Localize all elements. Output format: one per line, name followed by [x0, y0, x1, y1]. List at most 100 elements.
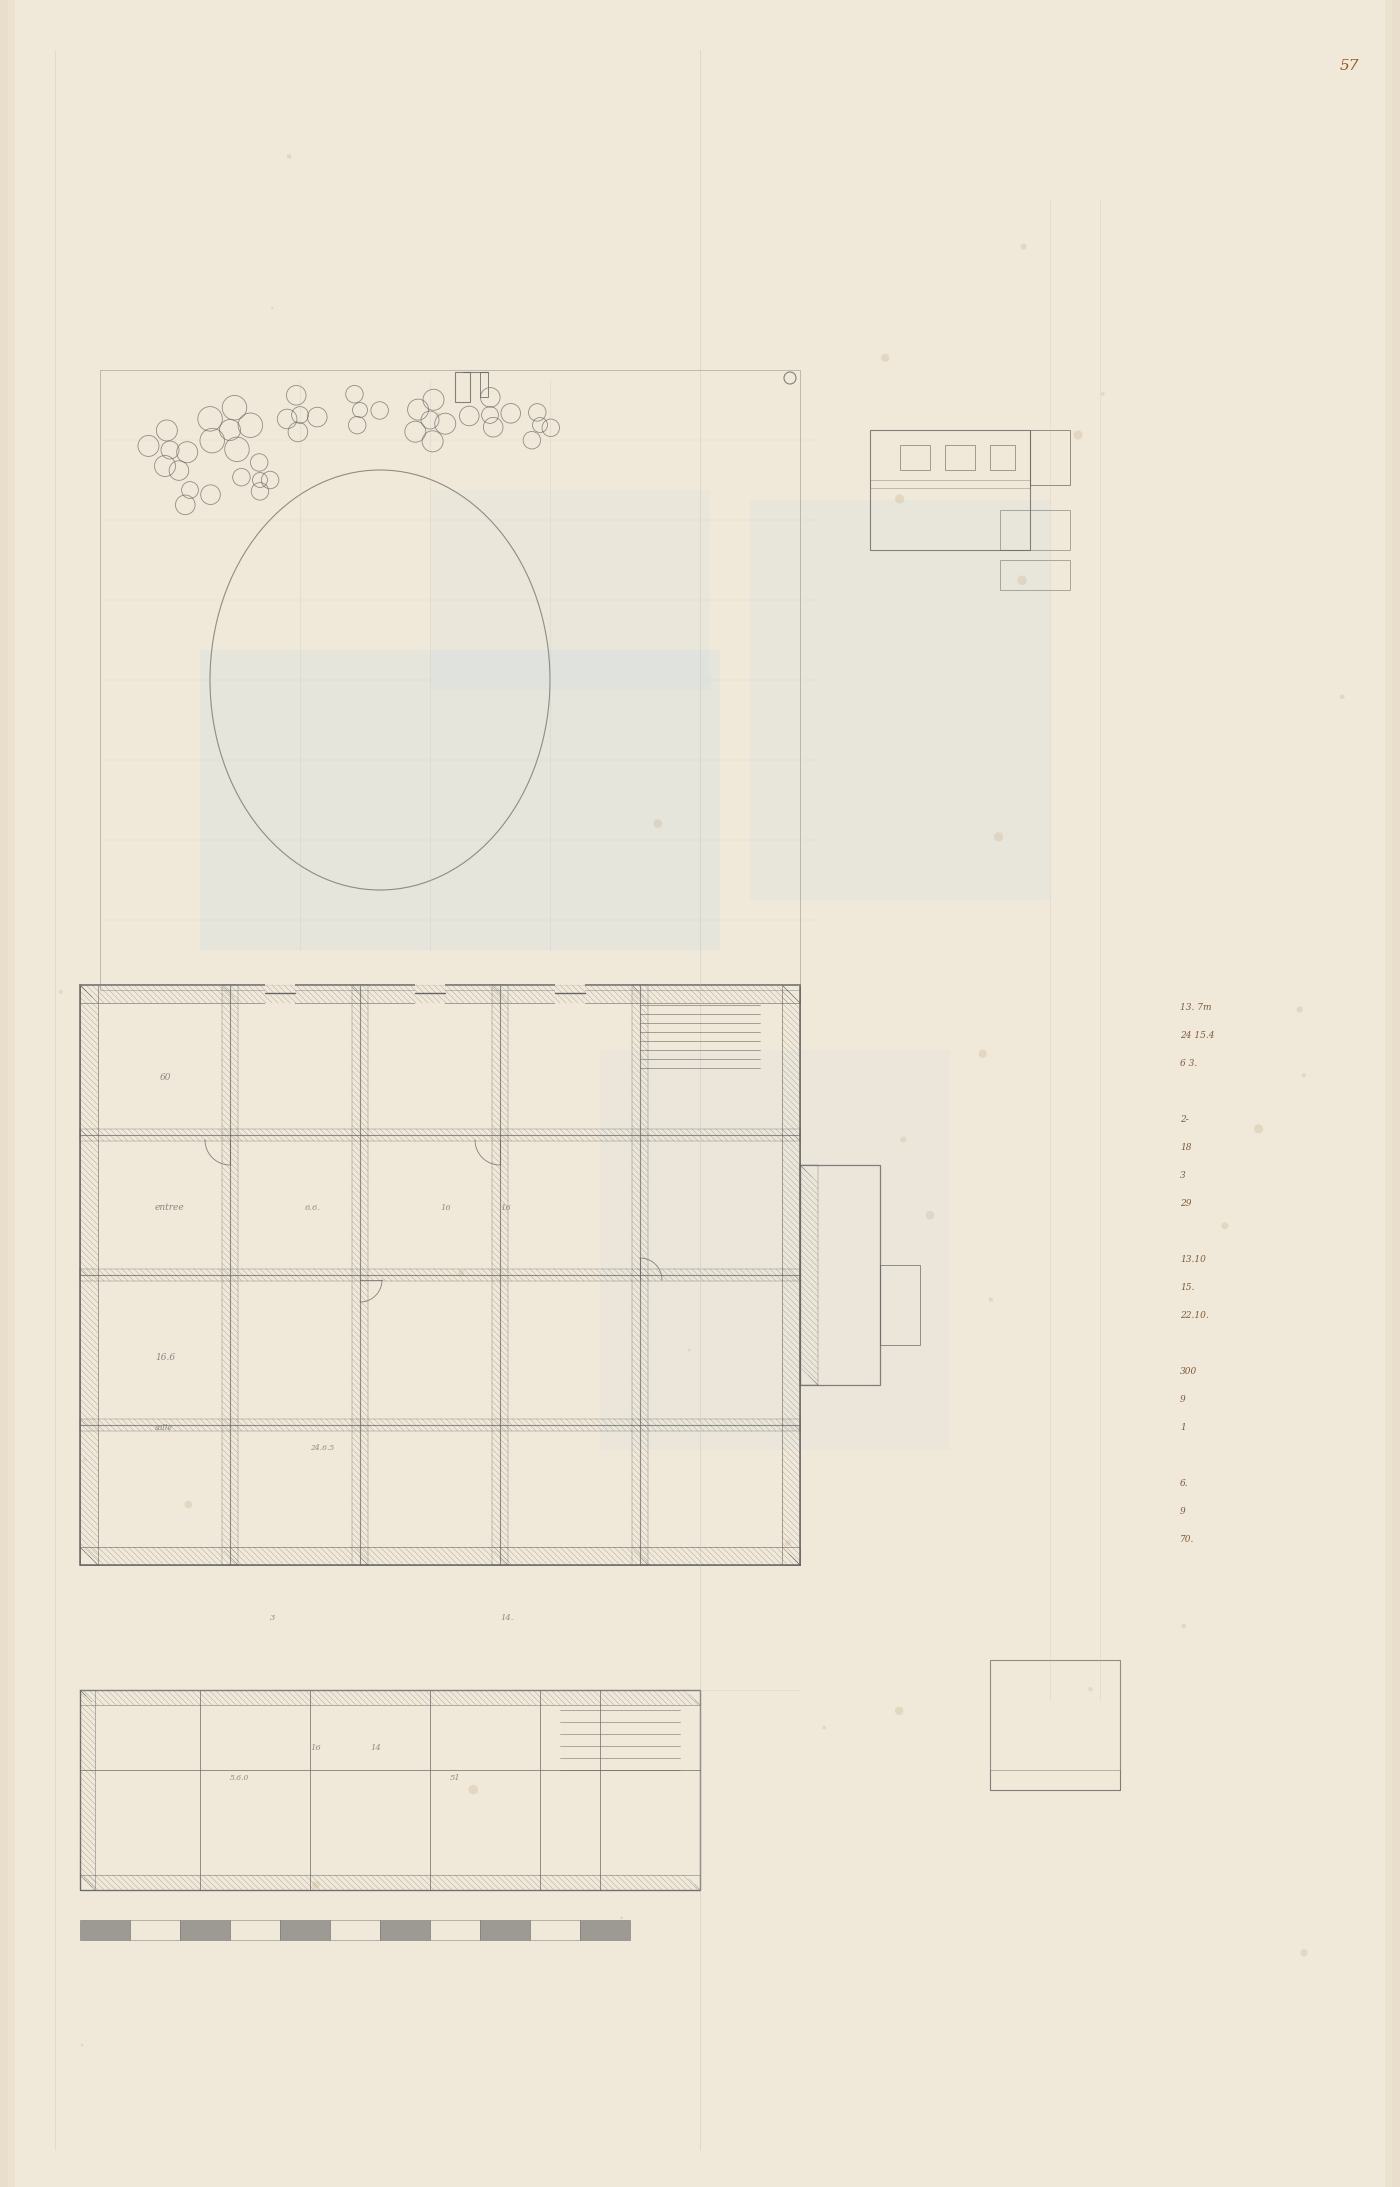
Circle shape	[469, 1785, 477, 1793]
Bar	[750, 501, 1050, 901]
Circle shape	[1018, 575, 1026, 586]
Bar	[783, 984, 799, 1566]
Bar	[1392, 0, 1400, 2187]
Circle shape	[287, 153, 291, 160]
Text: 15.: 15.	[1180, 1284, 1194, 1293]
Bar	[80, 1268, 799, 1282]
Bar	[330, 1920, 379, 1940]
Circle shape	[458, 1271, 465, 1275]
Text: 2-: 2-	[1180, 1115, 1189, 1124]
Circle shape	[988, 1297, 993, 1301]
Text: 16: 16	[309, 1743, 321, 1752]
Bar	[80, 1419, 799, 1430]
Bar	[631, 984, 648, 1566]
Bar	[80, 984, 98, 1566]
Bar	[414, 982, 445, 1006]
Text: 16.6: 16.6	[155, 1354, 175, 1363]
Circle shape	[312, 1881, 319, 1890]
Bar	[379, 1920, 430, 1940]
Bar	[80, 984, 799, 1004]
Circle shape	[687, 1347, 690, 1352]
Bar	[491, 984, 508, 1566]
Bar	[1385, 0, 1400, 2187]
Bar	[0, 0, 15, 2187]
Circle shape	[1254, 1124, 1263, 1133]
Text: 3: 3	[1180, 1170, 1186, 1181]
Text: 51: 51	[449, 1774, 461, 1782]
Bar	[181, 1920, 230, 1940]
Bar	[900, 444, 930, 470]
Text: 29: 29	[1180, 1198, 1191, 1207]
Circle shape	[185, 1500, 192, 1509]
Circle shape	[1340, 695, 1344, 700]
Bar	[223, 984, 238, 1566]
Bar	[869, 431, 1030, 549]
Bar	[1000, 560, 1070, 590]
Bar	[265, 982, 295, 1006]
Circle shape	[272, 306, 273, 308]
Bar	[554, 982, 585, 1006]
Circle shape	[435, 413, 441, 418]
Circle shape	[822, 1726, 826, 1730]
Bar	[881, 1264, 920, 1345]
Bar	[531, 1920, 580, 1940]
Bar	[945, 444, 974, 470]
Bar	[990, 1769, 1120, 1789]
Bar	[80, 1128, 799, 1142]
Circle shape	[1296, 1006, 1303, 1013]
Bar	[480, 372, 489, 398]
Circle shape	[1221, 1223, 1228, 1229]
Bar	[80, 1691, 95, 1890]
Circle shape	[1182, 1623, 1186, 1629]
Circle shape	[925, 1212, 934, 1220]
Text: 6.: 6.	[1180, 1478, 1189, 1487]
Text: 6 3.: 6 3.	[1180, 1059, 1197, 1067]
Bar	[351, 984, 368, 1566]
Circle shape	[900, 1137, 906, 1142]
Bar	[99, 370, 799, 991]
Text: 60: 60	[160, 1074, 171, 1083]
Bar	[580, 1920, 630, 1940]
Bar	[280, 1920, 330, 1940]
Text: 5.6.0: 5.6.0	[230, 1774, 249, 1782]
Text: 6.6.: 6.6.	[305, 1205, 321, 1212]
Circle shape	[1100, 391, 1105, 396]
Bar	[1030, 431, 1070, 486]
Text: salle: salle	[155, 1424, 172, 1432]
Circle shape	[785, 1540, 791, 1546]
Text: 18: 18	[1180, 1144, 1191, 1153]
Bar	[80, 1546, 799, 1566]
Circle shape	[979, 1050, 987, 1059]
Bar	[990, 1660, 1120, 1789]
Circle shape	[654, 820, 662, 829]
Bar	[80, 1691, 700, 1890]
Bar	[1000, 510, 1070, 549]
Bar	[80, 984, 799, 1566]
Bar	[601, 1050, 951, 1450]
Bar	[480, 1920, 531, 1940]
Circle shape	[895, 494, 904, 503]
Bar	[869, 479, 1030, 488]
Bar	[200, 650, 720, 949]
Text: 22.10.: 22.10.	[1180, 1310, 1208, 1321]
Circle shape	[59, 991, 63, 993]
Circle shape	[83, 1459, 87, 1461]
Circle shape	[881, 354, 889, 363]
Text: 300: 300	[1180, 1367, 1197, 1376]
Bar	[230, 1920, 280, 1940]
Circle shape	[1302, 1074, 1306, 1078]
Text: 16: 16	[440, 1205, 451, 1212]
Text: 24.6.5: 24.6.5	[309, 1443, 335, 1452]
Circle shape	[994, 833, 1004, 842]
Text: 14: 14	[370, 1743, 381, 1752]
Circle shape	[1074, 431, 1082, 440]
Text: 14.: 14.	[500, 1614, 514, 1623]
Bar	[130, 1920, 181, 1940]
Bar	[0, 0, 8, 2187]
Circle shape	[1021, 243, 1026, 249]
Text: 13. 7m: 13. 7m	[1180, 1004, 1211, 1013]
Text: 16: 16	[500, 1205, 511, 1212]
Bar	[799, 1166, 818, 1384]
Bar	[80, 1920, 130, 1940]
Circle shape	[81, 2045, 84, 2047]
